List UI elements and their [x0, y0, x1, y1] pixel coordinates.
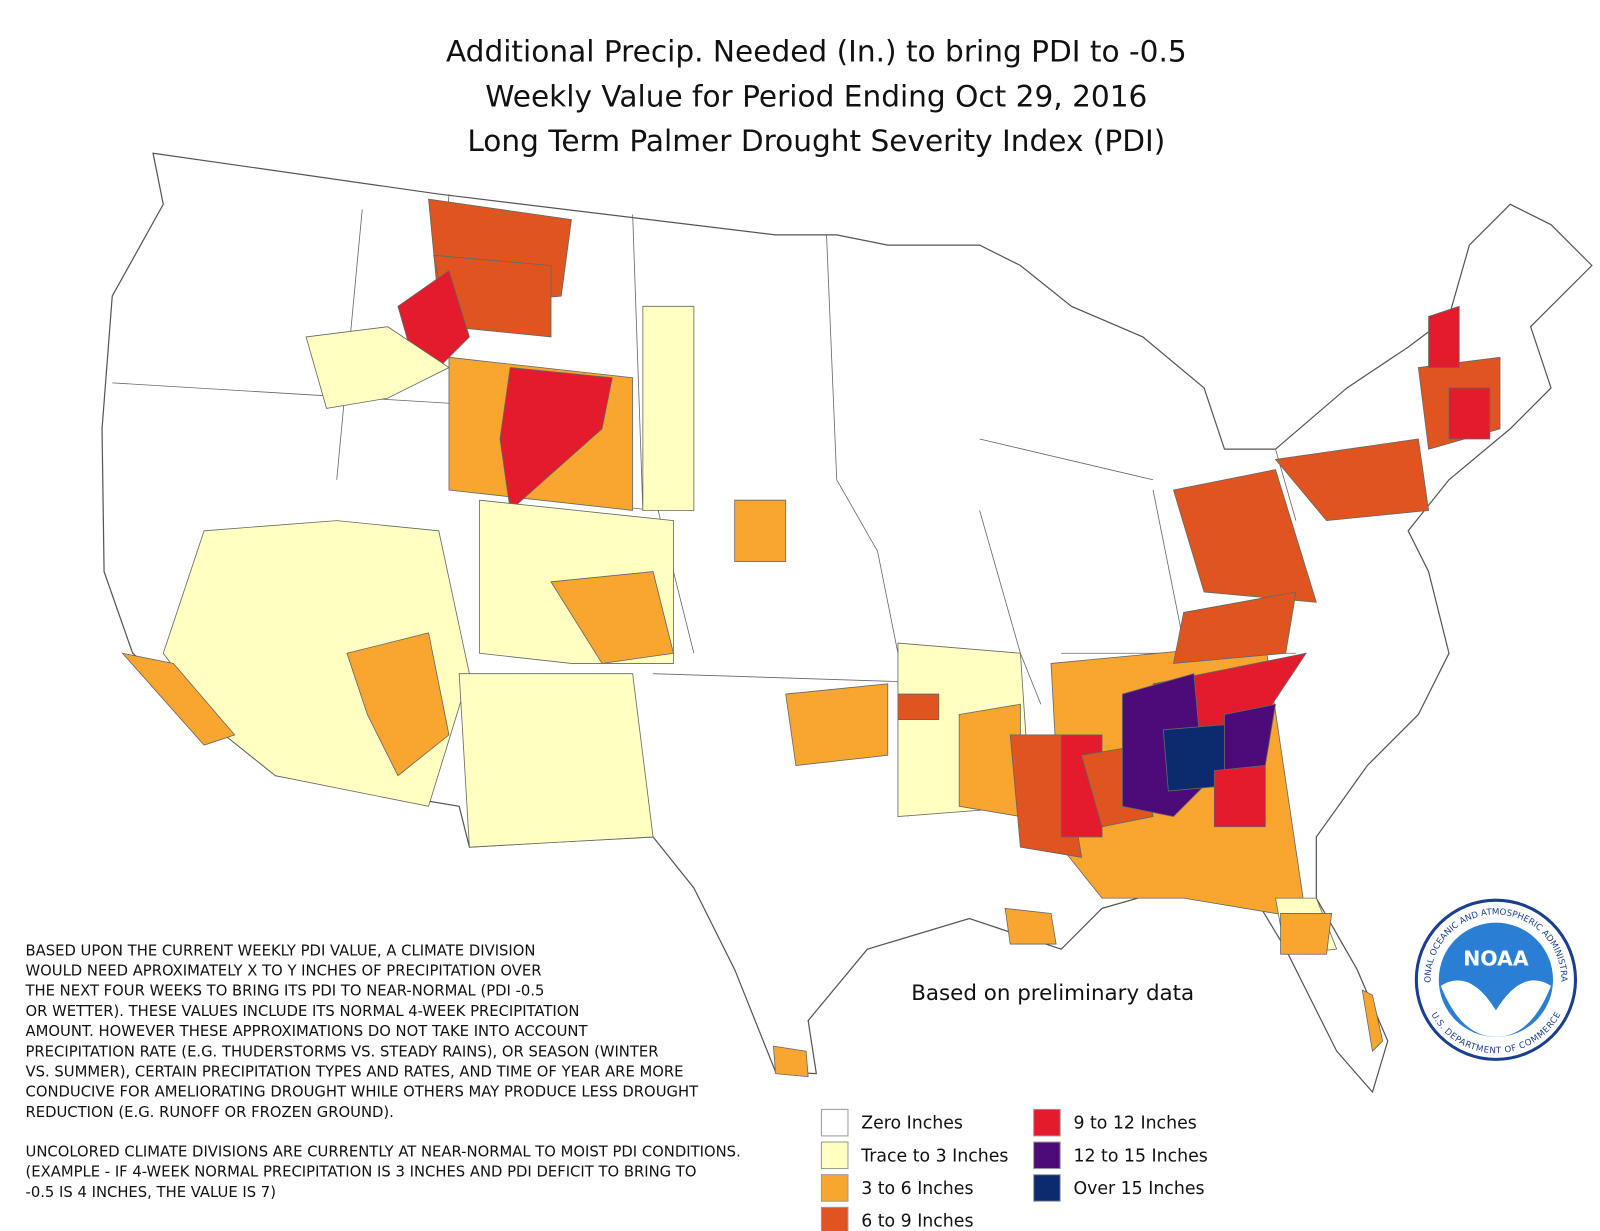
note-line: -0.5 IS 4 INCHES, THE VALUE IS 7): [26, 1184, 276, 1201]
climate-division: [1004, 907, 1057, 945]
legend-swatch: [820, 1206, 849, 1231]
climate-division: [550, 571, 674, 664]
legend-label: 3 to 6 Inches: [861, 1179, 973, 1199]
legend-label: Zero Inches: [861, 1114, 963, 1134]
legend-swatch: [1033, 1108, 1061, 1137]
note-line: WOULD NEED APROXIMATELY X TO Y INCHES OF…: [26, 963, 542, 980]
legend-swatch: [1033, 1174, 1061, 1202]
climate-divisions: [121, 198, 1501, 1078]
climate-division: [734, 499, 787, 562]
annotation: Based on preliminary data: [911, 981, 1194, 1006]
legend-label: Over 15 Inches: [1073, 1179, 1204, 1199]
climate-division: [785, 683, 889, 766]
logo-gull: [1440, 980, 1552, 1037]
note-line: UNCOLORED CLIMATE DIVISIONS ARE CURRENTL…: [26, 1144, 741, 1161]
legend-label: Trace to 3 Inches: [860, 1146, 1008, 1166]
legend-label: 6 to 9 Inches: [861, 1212, 973, 1231]
note-line: PRECIPITATION RATE (E.G. THUDERSTORMS VS…: [26, 1043, 659, 1060]
climate-division: [499, 367, 613, 512]
climate-division: [773, 1045, 809, 1078]
climate-division: [897, 693, 940, 720]
note-line: THE NEXT FOUR WEEKS TO BRING ITS PDI TO …: [25, 983, 545, 1000]
climate-division: [346, 632, 450, 777]
legend-swatch: [820, 1174, 849, 1202]
climate-division: [642, 305, 695, 511]
legend-label: 9 to 12 Inches: [1073, 1114, 1196, 1134]
climate-division: [1448, 387, 1491, 440]
legend-label: 12 to 15 Inches: [1073, 1146, 1207, 1166]
note-line: OR WETTER). THESE VALUES INCLUDE ITS NOR…: [26, 1003, 580, 1020]
title-block: Additional Precip. Needed (In.) to bring…: [446, 34, 1187, 158]
title-line: Weekly Value for Period Ending Oct 29, 2…: [485, 79, 1147, 113]
climate-division: [121, 652, 236, 746]
climate-division: [1280, 913, 1333, 955]
title-line: Long Term Palmer Drought Severity Index …: [467, 124, 1165, 158]
climate-division: [1172, 469, 1317, 603]
note-line: (EXAMPLE - IF 4-WEEK NORMAL PRECIPITATIO…: [26, 1164, 697, 1181]
note-line: BASED UPON THE CURRENT WEEKLY PDI VALUE,…: [26, 942, 536, 959]
title-line: Additional Precip. Needed (In.) to bring…: [446, 34, 1187, 68]
legend-swatch: [820, 1141, 849, 1170]
note-line: AMOUNT. HOWEVER THESE APPROXIMATIONS DO …: [26, 1023, 589, 1040]
climate-division: [305, 326, 450, 409]
explanatory-notes: BASED UPON THE CURRENT WEEKLY PDI VALUE,…: [25, 942, 741, 1201]
us-map: [101, 152, 1593, 1094]
legend: Zero Inches Trace to 3 Inches 3 to 6 Inche…: [820, 1108, 1208, 1231]
note-line: CONDUCIVE FOR AMELIORATING DROUGHT WHILE…: [26, 1084, 700, 1101]
note-line: REDUCTION (E.G. RUNOFF OR FROZEN GROUND)…: [26, 1104, 394, 1121]
climate-division: [1172, 591, 1297, 664]
climate-division: [458, 673, 654, 848]
climate-division: [397, 269, 470, 369]
climate-division: [958, 703, 1021, 818]
climate-division: [1428, 305, 1460, 368]
climate-division: [1213, 765, 1266, 828]
logo-text: NOAA: [1463, 947, 1529, 971]
note-line: VS. SUMMER), CERTAIN PRECIPITATION TYPES…: [26, 1064, 684, 1081]
climate-division: [1274, 438, 1430, 522]
climate-division: [1361, 989, 1384, 1053]
legend-swatch: [1033, 1141, 1061, 1170]
legend-swatch: [820, 1108, 849, 1137]
